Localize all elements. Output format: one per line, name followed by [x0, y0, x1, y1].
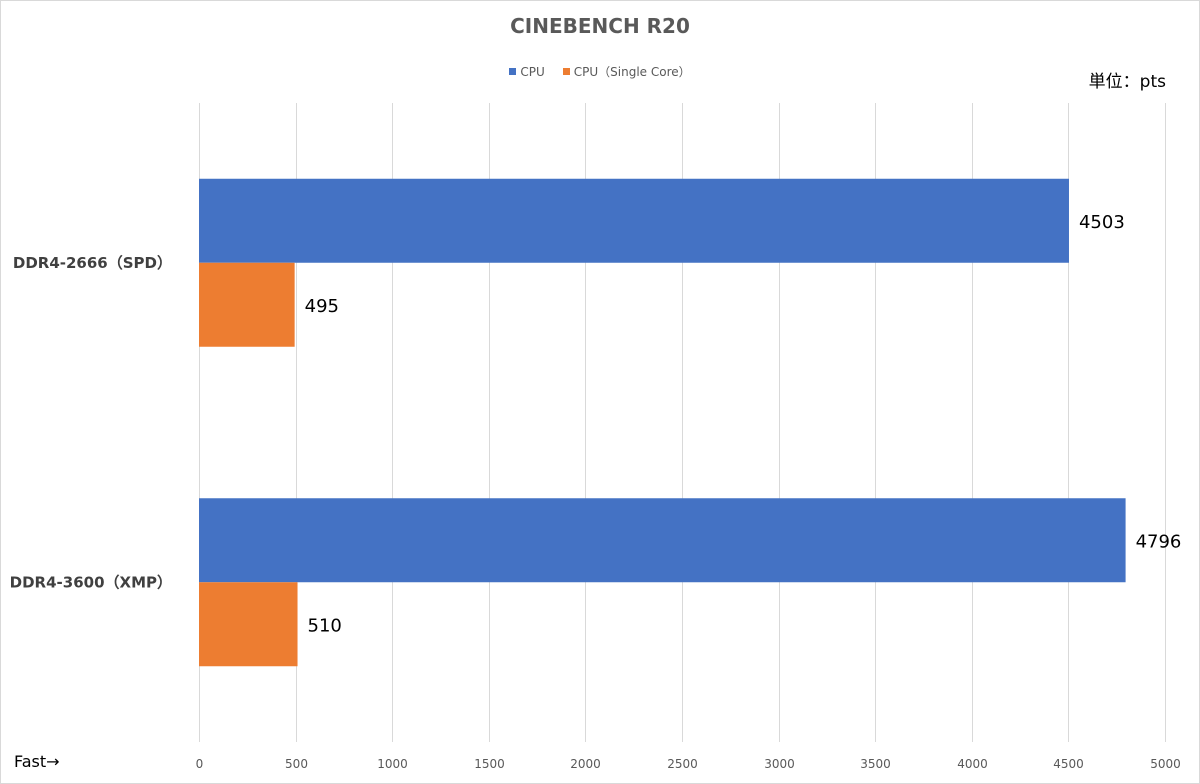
category-label-1: DDR4-3600（XMP） — [10, 573, 172, 591]
x-tick-label-1500: 1500 — [474, 757, 505, 771]
x-tick-label-5000: 5000 — [1150, 757, 1181, 771]
legend: CPU CPU（Single Core） — [0, 63, 1200, 80]
bar-cpu-0 — [199, 178, 1069, 263]
chart-title: CINEBENCH R20 — [510, 14, 690, 38]
data-label-cpu-1: 4796 — [1136, 531, 1182, 552]
x-tick-label-1000: 1000 — [377, 757, 408, 771]
x-tick-label-2500: 2500 — [667, 757, 698, 771]
legend-item-cpu: CPU — [509, 63, 545, 80]
x-tick-label-0: 0 — [196, 757, 204, 771]
legend-item-single-core: CPU（Single Core） — [562, 63, 691, 80]
data-label-single-core-1: 510 — [308, 615, 342, 636]
bar-cpu-1 — [199, 498, 1126, 583]
bar-single-core-0 — [199, 262, 295, 347]
x-tick-label-3000: 3000 — [764, 757, 795, 771]
data-label-cpu-0: 4503 — [1079, 212, 1125, 233]
legend-label-cpu: CPU — [520, 64, 545, 79]
x-tick-label-4000: 4000 — [957, 757, 988, 771]
x-tick-label-3500: 3500 — [860, 757, 891, 771]
x-tick-label-2000: 2000 — [570, 757, 601, 771]
category-label-0: DDR4-2666（SPD） — [13, 254, 172, 272]
x-tick-label-500: 500 — [285, 757, 308, 771]
unit-label: 単位：pts — [1088, 72, 1166, 92]
fast-direction-label: Fast→ — [14, 752, 60, 771]
bar-single-core-1 — [199, 582, 298, 667]
data-label-single-core-0: 495 — [305, 296, 339, 317]
legend-label-single-core: CPU（Single Core） — [573, 65, 691, 79]
x-tick-label-4500: 4500 — [1053, 757, 1084, 771]
legend-swatch-single-core — [562, 68, 570, 75]
legend-swatch-cpu — [509, 68, 517, 75]
